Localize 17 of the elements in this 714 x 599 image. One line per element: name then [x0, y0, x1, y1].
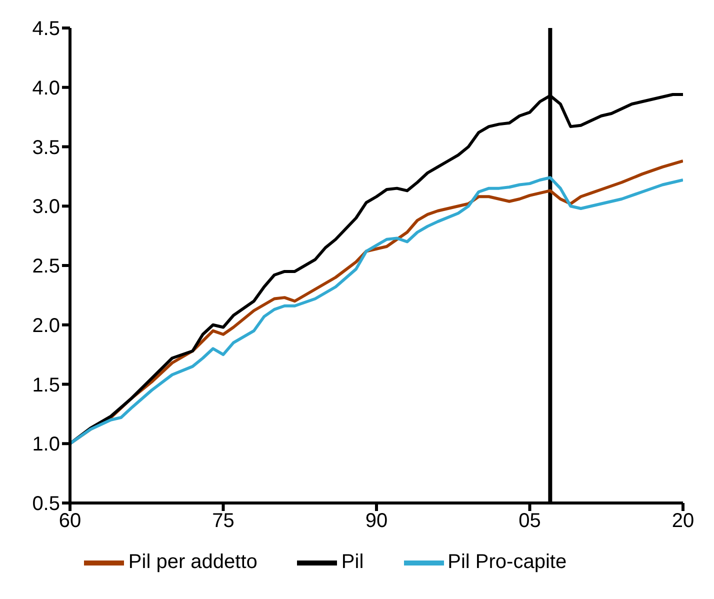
y-tick-label: 3.5 [32, 136, 60, 159]
y-tick-label: 4.0 [32, 77, 60, 100]
legend-label: Pil [341, 551, 364, 574]
legend-label: Pil per addetto [128, 551, 258, 574]
x-tick-label: 90 [365, 510, 388, 532]
y-tick-label: 2.5 [32, 256, 60, 278]
y-tick-label: 1.0 [32, 434, 60, 456]
y-tick-label: 3.0 [32, 196, 60, 218]
x-tick-label: 75 [212, 510, 234, 532]
y-tick-label: 4.5 [32, 18, 60, 40]
x-tick-label: 20 [672, 510, 694, 532]
x-tick-label: 05 [518, 510, 541, 532]
y-tick-label: 1.5 [32, 374, 60, 396]
y-tick-label: 0.5 [32, 493, 60, 516]
legend-label: Pil Pro-capite [448, 551, 567, 574]
y-tick-label: 2.0 [32, 314, 60, 337]
x-tick-label: 60 [58, 510, 82, 532]
